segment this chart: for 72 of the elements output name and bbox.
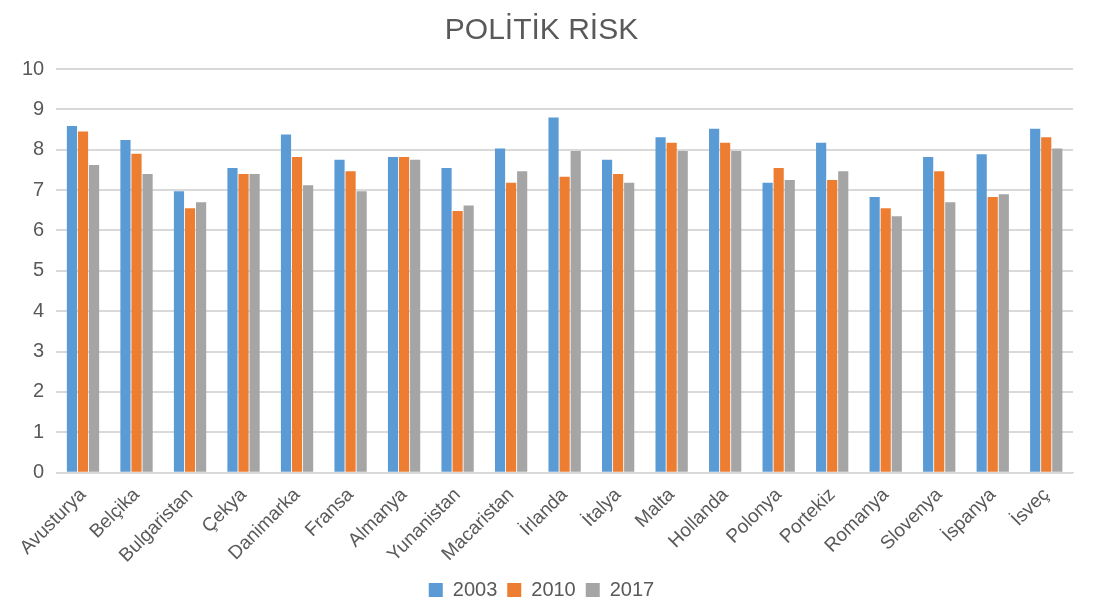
bar: [506, 182, 517, 472]
bar: [784, 180, 795, 472]
bar: [334, 159, 345, 472]
bar: [677, 150, 688, 472]
y-tick-label: 6: [33, 217, 45, 240]
bar: [463, 205, 474, 472]
y-tick-label: 7: [33, 177, 45, 200]
y-tick-label: 4: [33, 298, 45, 321]
legend-label: 2017: [609, 577, 655, 600]
y-tick-label: 5: [33, 258, 45, 281]
bar: [494, 148, 506, 472]
bar: [762, 182, 773, 472]
bar: [998, 194, 1009, 472]
bar: [976, 154, 987, 472]
bar: [291, 157, 303, 472]
bar: [280, 134, 292, 472]
chart-title: POLİTİK RİSK: [444, 12, 639, 46]
bar: [1041, 137, 1052, 472]
bar: [720, 142, 731, 472]
bar: [77, 131, 89, 472]
y-tick-label: 0: [33, 460, 45, 483]
bar: [441, 167, 452, 472]
y-tick-label: 9: [33, 96, 45, 119]
bar: [891, 216, 902, 472]
bar: [66, 125, 78, 472]
bar: [517, 171, 528, 472]
y-tick-label: 2: [33, 379, 45, 402]
bar: [452, 211, 463, 472]
y-tick-label: 8: [33, 137, 45, 160]
bar: [227, 167, 238, 472]
bar: [173, 191, 185, 472]
bar: [655, 137, 666, 472]
y-tick-label: 3: [33, 339, 45, 362]
bar: [880, 208, 891, 472]
bar: [570, 150, 581, 472]
bar: [238, 173, 249, 472]
bar: [934, 171, 945, 472]
bar: [345, 171, 356, 472]
bar: [1052, 148, 1063, 472]
y-tick-label: 10: [22, 56, 45, 79]
bar: [816, 142, 827, 472]
legend-label: 2003: [452, 577, 498, 600]
bar: [709, 128, 720, 472]
bar: [666, 142, 677, 472]
bar: [923, 157, 934, 472]
bar: [399, 157, 410, 472]
bar: [773, 167, 784, 472]
bar: [548, 117, 559, 472]
bar: [613, 173, 624, 472]
bar: [249, 173, 260, 472]
bar: [601, 159, 613, 472]
bar: [184, 208, 196, 472]
bar: [120, 140, 131, 472]
bar: [1030, 128, 1041, 472]
bar: [559, 176, 570, 472]
bar: [142, 173, 153, 472]
bar: [387, 157, 399, 472]
bar: [838, 171, 849, 472]
bar: [869, 196, 880, 472]
bar: [827, 180, 838, 472]
bar: [624, 182, 635, 472]
legend-label: 2010: [531, 577, 576, 600]
bar: [731, 150, 742, 472]
bar: [88, 165, 100, 472]
bar: [410, 159, 421, 472]
y-tick-label: 1: [33, 419, 45, 442]
bar: [987, 196, 998, 472]
bar: [131, 153, 142, 472]
bar: [945, 202, 956, 472]
bar: [303, 185, 314, 472]
bar: [356, 191, 367, 472]
bar: [196, 202, 207, 472]
